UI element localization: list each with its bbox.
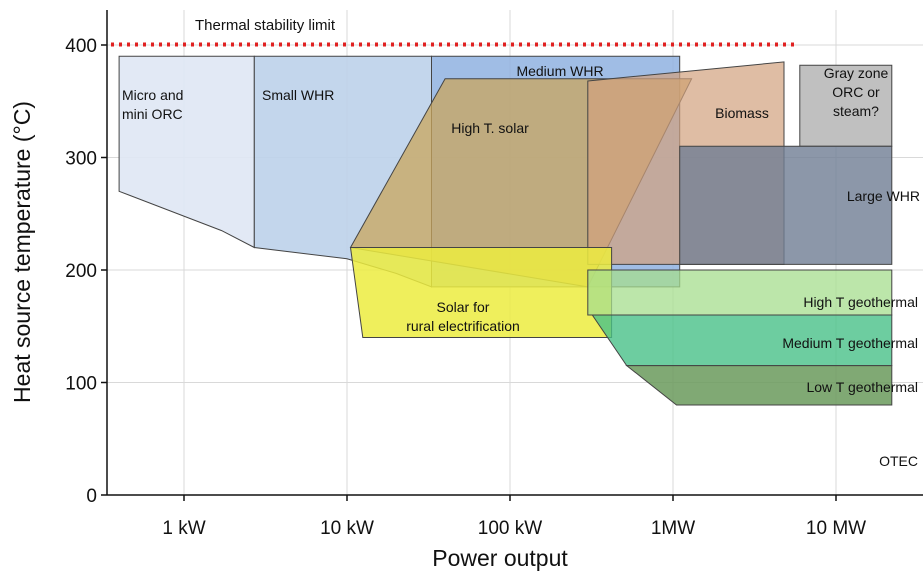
region-micro-and-mini-orc — [118, 55, 255, 249]
region-label-line: OTEC — [879, 453, 918, 469]
region-label-line: Gray zone — [824, 65, 889, 81]
x-axis-title: Power output — [432, 545, 568, 571]
y-tick-label: 200 — [65, 261, 97, 282]
region-low-t-geothermal — [625, 365, 893, 406]
region-label-otec: OTEC — [879, 453, 918, 469]
regions — [118, 55, 893, 406]
x-tick-label: 1 kW — [162, 518, 205, 539]
region-label-line: Low T geothermal — [806, 379, 918, 395]
x-tick-label: 1MW — [651, 518, 695, 539]
region-label-medium-whr: Medium WHR — [516, 63, 603, 79]
region-label-line: Micro and — [122, 87, 183, 103]
region-label-low-t-geothermal: Low T geothermal — [806, 379, 918, 395]
region-label-line: Biomass — [715, 105, 769, 121]
region-label-medium-t-geothermal: Medium T geothermal — [782, 335, 918, 351]
region-labels: Micro and mini ORC Small WHR Medium WHR High… — [122, 63, 920, 469]
axes: 0 100 200 300 400 1 kW 10 kW 100 kW 1MW 10 MW — [65, 10, 923, 539]
region-label-high-t-solar: High T. solar — [451, 120, 529, 136]
region-label-line: mini ORC — [122, 106, 183, 122]
region-label-line: Solar for — [437, 299, 490, 315]
region-label-line: High T. solar — [451, 120, 529, 136]
region-label-solar-for-rural-electrification: Solar for rural electrification — [406, 299, 520, 334]
region-label-large-whr: Large WHR — [847, 188, 920, 204]
x-tick-label: 10 MW — [806, 518, 866, 539]
stability-limit-label: Thermal stability limit — [195, 17, 336, 34]
region-label-micro-and-mini-orc: Micro and mini ORC — [122, 87, 183, 122]
y-tick-label: 300 — [65, 149, 97, 170]
y-axis-title: Heat source temperature (°C) — [9, 101, 35, 403]
region-label-high-t-geothermal: High T geothermal — [803, 294, 918, 310]
region-label-biomass: Biomass — [715, 105, 769, 121]
region-label-line: ORC or — [832, 84, 880, 100]
y-tick-label: 0 — [86, 486, 97, 507]
region-label-line: Medium WHR — [516, 63, 603, 79]
region-label-line: steam? — [833, 103, 879, 119]
stability-limit: Thermal stability limit — [111, 17, 795, 47]
region-label-line: rural electrification — [406, 318, 520, 334]
y-tick-label: 400 — [65, 36, 97, 57]
region-label-line: High T geothermal — [803, 294, 918, 310]
x-tick-label: 100 kW — [478, 518, 542, 539]
region-label-line: Medium T geothermal — [782, 335, 918, 351]
x-tick-label: 10 kW — [320, 518, 374, 539]
region-label-line: Small WHR — [262, 87, 334, 103]
region-label-line: Large WHR — [847, 188, 920, 204]
y-tick-label: 100 — [65, 374, 97, 395]
region-large-whr — [679, 145, 893, 265]
region-label-gray-zone-orc-or-steam: Gray zone ORC or steam? — [824, 65, 889, 119]
region-label-small-whr: Small WHR — [262, 87, 334, 103]
